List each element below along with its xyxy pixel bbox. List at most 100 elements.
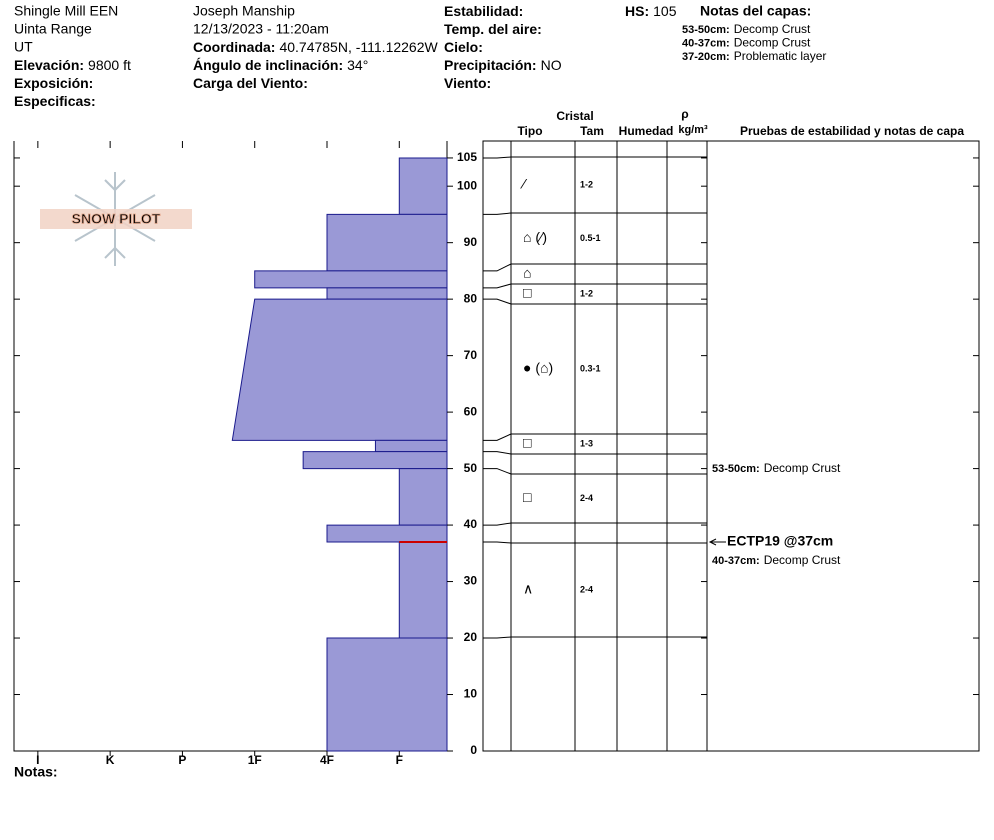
x-tick-label: K [106, 753, 115, 767]
layer-connector [483, 451, 512, 455]
site: Shingle Mill EEN [14, 3, 118, 19]
layer-note-value: Decomp Crust [764, 461, 841, 475]
x-tick-label: F [396, 753, 403, 767]
range: Uinta Range [14, 21, 92, 37]
grain-size: 0.3-1 [580, 363, 601, 373]
y-tick-label: 0 [470, 743, 477, 757]
x-tick-label: 4F [320, 753, 334, 767]
layer-note-value: Decomp Crust [764, 553, 841, 567]
layer-connector [483, 283, 512, 289]
observer: Joseph Manship [193, 3, 295, 19]
field-value: 40.74785N, -111.12262W [279, 39, 438, 55]
layer-connector [483, 522, 512, 526]
field-value: 9800 ft [88, 57, 131, 73]
hardness-layer [326, 213, 448, 272]
test-label: ECTP19 @37cm [727, 533, 833, 549]
y-tick-label: 80 [464, 291, 478, 305]
grain-type: □ [523, 285, 532, 301]
x-tick-label: I [36, 753, 39, 767]
hs: HS: 105 [625, 3, 677, 19]
field: Precipitación: NO [444, 57, 562, 73]
field-label: Exposición: [14, 75, 93, 91]
note-value: Decomp Crust [734, 36, 811, 50]
layer-note-label: 40-37cm: [712, 555, 760, 567]
note-label: 37-20cm: [682, 51, 730, 63]
logo-text: SNOW PILOT [72, 211, 161, 227]
header-note: 53-50cm: Decomp Crust [682, 22, 811, 36]
grain-size: 0.5-1 [580, 233, 601, 243]
col-type: Tipo [517, 124, 542, 138]
field: Temp. del aire: [444, 21, 542, 37]
hardness-layer [326, 637, 448, 752]
hardness-layer [374, 439, 448, 453]
state: UT [14, 39, 33, 55]
hardness-layer [302, 451, 448, 470]
field: Viento: [444, 75, 491, 91]
field: Coordinada: 40.74785N, -111.12262W [193, 39, 438, 55]
hs-value: 105 [653, 3, 677, 19]
field: Cielo: [444, 39, 483, 55]
field-label: Especificas: [14, 93, 96, 109]
grain-type: □ [523, 435, 532, 451]
col-size: Tam [580, 124, 604, 138]
field-label: Precipitación: [444, 57, 537, 73]
y-tick-label: 105 [457, 150, 477, 164]
y-tick-label: 50 [464, 461, 478, 475]
layer-connector [483, 636, 512, 639]
field-label: Cielo: [444, 39, 483, 55]
footer: Notas: [14, 764, 58, 780]
field-label: Elevación: [14, 57, 84, 73]
col-moisture: Humedad [619, 124, 674, 138]
layer-connector [483, 298, 512, 305]
layer-connector [483, 433, 512, 441]
grain-size: 1-2 [580, 288, 593, 298]
layer-note: 40-37cm: Decomp Crust [712, 553, 841, 567]
grain-type: ∧ [523, 581, 533, 597]
layer-connector [483, 541, 512, 544]
grain-size: 1-3 [580, 438, 593, 448]
layer-connector [483, 212, 512, 215]
grain-type: □ [523, 489, 532, 505]
layer-note: 53-50cm: Decomp Crust [712, 461, 841, 475]
note-value: Problematic layer [734, 49, 827, 63]
test-arrow-head [708, 538, 717, 546]
col-density-unit: kg/m³ [678, 124, 708, 136]
note-label: 40-37cm: [682, 37, 730, 49]
hardness-layer [254, 270, 448, 289]
logo-band [40, 209, 192, 229]
header-note: 37-20cm: Problematic layer [682, 49, 826, 63]
header-note: 40-37cm: Decomp Crust [682, 36, 811, 50]
field: Carga del Viento: [193, 75, 308, 91]
col-tests: Pruebas de estabilidad y notas de capa [740, 124, 964, 138]
field: Estabilidad: [444, 3, 523, 19]
hardness-layer [326, 287, 448, 300]
field: Exposición: [14, 75, 93, 91]
grain-size: 2-4 [580, 493, 593, 503]
field-label: Temp. del aire: [444, 21, 542, 37]
field-value: NO [541, 57, 562, 73]
y-tick-label: 100 [457, 178, 477, 192]
field: Ángulo de inclinación: 34° [193, 57, 368, 73]
grain-type: ⁄ [520, 176, 528, 192]
hardness-layer [398, 541, 448, 639]
layer-note-label: 53-50cm: [712, 463, 760, 475]
field-label: Carga del Viento: [193, 75, 308, 91]
hardness-layer [398, 468, 448, 526]
hs-label: HS: [625, 3, 649, 19]
y-tick-label: 40 [464, 517, 478, 531]
x-tick-label: P [178, 753, 186, 767]
grain-type: ⌂ (⁄) [523, 229, 547, 245]
field-label: Estabilidad: [444, 3, 523, 19]
hardness-layer [398, 157, 448, 215]
field-label: Coordinada: [193, 39, 275, 55]
field: Especificas: [14, 93, 96, 109]
col-crystal: Cristal [556, 109, 593, 123]
note-label: 53-50cm: [682, 24, 730, 36]
y-tick-label: 70 [464, 348, 478, 362]
field-label: Ángulo de inclinación: [193, 57, 343, 73]
datetime: 12/13/2023 - 11:20am [193, 21, 329, 37]
note-value: Decomp Crust [734, 22, 811, 36]
y-tick-label: 10 [464, 687, 478, 701]
